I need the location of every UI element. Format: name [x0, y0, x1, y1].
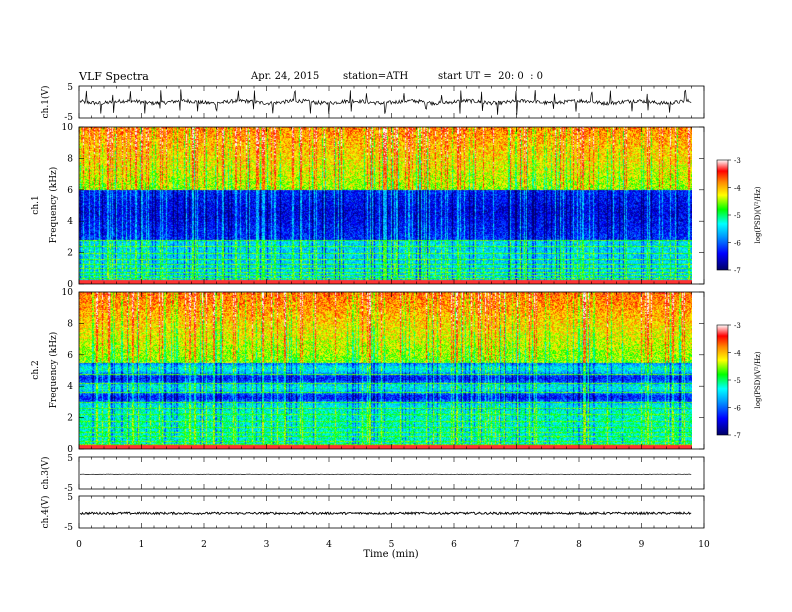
ch1-ytick-bottom: -5	[64, 113, 73, 123]
time-tick-label: 5	[389, 540, 395, 550]
ch1-colorbar-label: log(PSD)(V²/Hz)	[754, 186, 762, 243]
ch1-x-ticks	[78, 86, 705, 118]
ch1-frequency-ticks: 0 2 4 6 8 10	[62, 123, 704, 290]
ch4-x-ticks	[78, 496, 705, 528]
ch2-colorbar-tick-label: -5	[734, 377, 741, 385]
ch2-colorbar-scale	[716, 324, 729, 436]
ch1-frequency-label: Frequency (kHz)	[48, 167, 59, 244]
ch1-colorbar-tick-label: -4	[734, 185, 741, 193]
ch3-ylabel: ch.3(V)	[40, 457, 51, 490]
spec1-freq-tick-label: 2	[67, 249, 73, 259]
ch1-channel-label: ch.1	[31, 195, 41, 214]
spec2-freq-tick-label: 8	[67, 319, 73, 329]
ch1-colorbar-scale	[716, 159, 729, 271]
start-time-label: start UT = 20: 0 : 0	[438, 71, 544, 82]
ch4-ytick-bottom: -5	[64, 523, 73, 533]
ch3-ytick-bottom: -5	[64, 484, 73, 494]
ch1-colorbar-tick-label: -7	[734, 267, 741, 275]
ch3-waveform-panel: 5 -5 ch.3(V)	[40, 454, 705, 494]
ch1-colorbar: -3 -4 -5 -6 -7 log(PSD)(V²/Hz)	[716, 157, 762, 275]
spec1-freq-tick-label: 8	[67, 154, 73, 164]
time-tick-label: 6	[451, 540, 457, 550]
ch1-colorbar-ticks: -3 -4 -5 -6 -7	[728, 157, 741, 275]
spec1-freq-tick-label: 6	[67, 186, 73, 196]
ch1-spectrogram-x-ticks	[78, 127, 705, 284]
ch2-frequency-label: Frequency (kHz)	[48, 332, 59, 409]
ch3-x-ticks	[78, 457, 705, 489]
ch1-colorbar-tick-label: -6	[734, 240, 741, 248]
ch1-spectrogram-image	[79, 127, 692, 284]
ch4-waveform-panel: 5 -5 ch.4(V)	[40, 493, 705, 533]
spec1-freq-tick-label: 0	[67, 280, 73, 290]
spec2-freq-tick-label: 0	[67, 445, 73, 455]
time-tick-label: 4	[326, 540, 332, 550]
ch4-ytick-top: 5	[67, 493, 73, 503]
ch2-colorbar-tick-label: -3	[734, 322, 741, 330]
time-tick-label: 0	[76, 540, 82, 550]
station-label: station=ATH	[343, 71, 409, 82]
ch2-colorbar: -3 -4 -5 -6 -7 log(PSD)(V²/Hz)	[716, 322, 762, 440]
ch1-waveform-trace	[79, 89, 692, 115]
time-tick-labels: 0 1 2 3 4 5 6 7 8 9 10	[76, 540, 710, 550]
spec2-freq-tick-label: 6	[67, 351, 73, 361]
ch1-colorbar-tick-label: -3	[734, 157, 741, 165]
time-tick-label: 1	[139, 540, 145, 550]
ch4-waveform-trace	[79, 510, 692, 516]
ch2-colorbar-label: log(PSD)(V²/Hz)	[754, 351, 762, 408]
ch2-spectrogram-x-ticks	[78, 292, 705, 449]
ch1-ytick-top: 5	[67, 83, 73, 93]
ch4-ylabel: ch.4(V)	[40, 496, 51, 529]
spec2-freq-tick-label: 2	[67, 414, 73, 424]
ch2-spectrogram-panel: 0 2 4 6 8 10 ch.2 Frequency (kHz)	[31, 288, 705, 455]
ch2-channel-label: ch.2	[31, 360, 41, 379]
spec1-freq-tick-label: 10	[62, 123, 74, 133]
date-label: Apr. 24, 2015	[251, 71, 320, 82]
time-axis: 0 1 2 3 4 5 6 7 8 9 10 Time (min)	[76, 540, 710, 560]
ch1-waveform-panel: 5 -5 ch.1(V)	[40, 83, 705, 123]
ch2-colorbar-tick-label: -6	[734, 405, 741, 413]
ch2-spectrogram-image	[79, 292, 692, 449]
time-tick-label: 2	[201, 540, 207, 550]
ch3-ytick-top: 5	[67, 454, 73, 464]
ch2-colorbar-tick-label: -7	[734, 432, 741, 440]
time-tick-label: 8	[576, 540, 582, 550]
figure-title: VLF Spectra	[79, 70, 149, 83]
ch2-frequency-ticks: 0 2 4 6 8 10	[62, 288, 704, 455]
ch2-colorbar-ticks: -3 -4 -5 -6 -7	[728, 322, 741, 440]
spec2-freq-tick-label: 10	[62, 288, 74, 298]
time-tick-label: 9	[639, 540, 645, 550]
spec1-freq-tick-label: 4	[67, 217, 73, 227]
spec2-freq-tick-label: 4	[67, 382, 73, 392]
ch1-spectrogram-panel: 0 2 4 6 8 10 ch.1 Frequency (kHz)	[31, 123, 705, 290]
time-tick-label: 7	[514, 540, 520, 550]
time-tick-label: 3	[264, 540, 270, 550]
time-axis-label: Time (min)	[363, 549, 418, 560]
ch2-colorbar-tick-label: -4	[734, 350, 741, 358]
ch1-colorbar-tick-label: -5	[734, 212, 741, 220]
time-tick-label: 10	[698, 540, 710, 550]
ch1-ylabel: ch.1(V)	[40, 86, 51, 119]
